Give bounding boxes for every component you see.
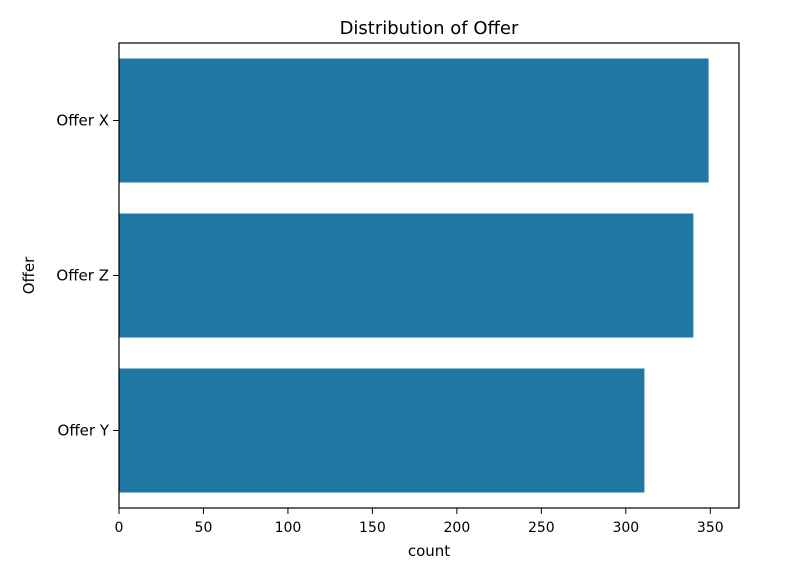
bars-group <box>119 58 709 493</box>
bar-offer-x <box>119 58 709 183</box>
x-tick-label: 350 <box>697 520 724 536</box>
x-tick-label: 300 <box>612 520 639 536</box>
bar-offer-z <box>119 213 694 338</box>
x-axis-label: count <box>408 542 450 560</box>
x-tick-label: 250 <box>528 520 555 536</box>
chart-title: Distribution of Offer <box>340 18 519 39</box>
y-axis-label: Offer <box>20 256 38 294</box>
x-tick-label: 100 <box>275 520 302 536</box>
y-tick-label: Offer Z <box>56 267 109 285</box>
y-tick-label: Offer X <box>56 112 109 130</box>
y-tick-label: Offer Y <box>58 422 110 440</box>
x-tick-label: 150 <box>359 520 386 536</box>
x-tick-label: 200 <box>444 520 471 536</box>
x-tick-label: 50 <box>195 520 213 536</box>
bar-offer-y <box>119 368 645 493</box>
x-tick-label: 0 <box>115 520 124 536</box>
x-ticks: 0 50 100 150 200 250 300 350 <box>115 508 724 536</box>
y-ticks: Offer X Offer Z Offer Y <box>56 112 119 440</box>
